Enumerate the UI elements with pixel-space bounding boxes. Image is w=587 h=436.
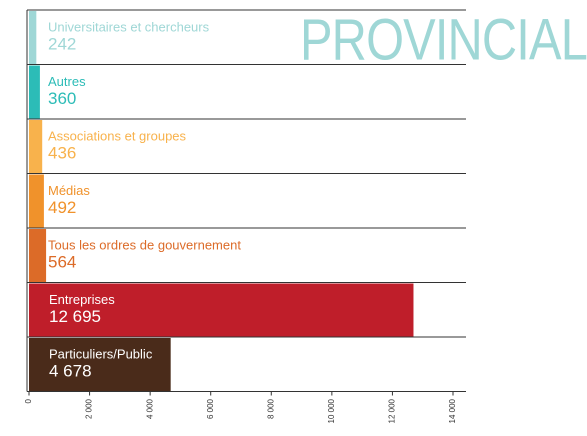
bar <box>29 174 44 228</box>
bar-category-label: Entreprises <box>49 292 115 307</box>
bar-value-label: 360 <box>48 89 76 108</box>
bar-value-label: 242 <box>48 34 76 53</box>
bar-value-label: 492 <box>48 198 76 217</box>
bar <box>29 65 40 119</box>
x-tick-label: 2 000 <box>85 398 94 419</box>
bar-value-label: 436 <box>48 143 76 162</box>
bar-category-label: Autres <box>48 74 86 89</box>
bar-category-label: Associations et groupes <box>48 128 187 143</box>
x-tick-label: 14 000 <box>448 398 457 423</box>
x-tick-label: 0 <box>24 398 33 403</box>
bar-value-label: 564 <box>48 252 76 271</box>
bar <box>29 11 37 65</box>
bar <box>29 120 43 174</box>
bar-category-label: Universitaires et chercheurs <box>48 19 210 34</box>
x-tick-label: 10 000 <box>327 398 336 423</box>
x-tick-label: 6 000 <box>206 398 215 419</box>
x-tick-label: 12 000 <box>388 398 397 423</box>
bar-category-label: Médias <box>48 183 90 198</box>
chart-title: PROVINCIAL <box>300 7 587 72</box>
bar-category-label: Particuliers/Public <box>49 346 153 361</box>
bar <box>29 283 414 337</box>
bar <box>29 229 47 283</box>
bar-value-label: 4 678 <box>49 361 92 380</box>
bar-category-label: Tous les ordres de gouvernement <box>48 237 241 252</box>
x-tick-label: 8 000 <box>266 398 275 419</box>
bar <box>29 338 171 392</box>
bar-value-label: 12 695 <box>49 307 101 326</box>
x-tick-label: 4 000 <box>145 398 154 419</box>
